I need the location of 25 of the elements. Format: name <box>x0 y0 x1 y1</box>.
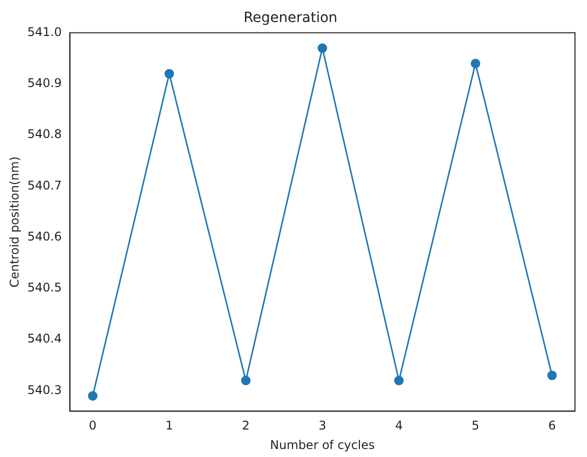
point <box>470 58 480 68</box>
point <box>164 68 174 78</box>
x-tick-label: 5 <box>472 418 480 433</box>
x-tick-label: 4 <box>395 418 403 433</box>
y-tick-label: 540.3 <box>27 382 62 397</box>
x-tick-label: 6 <box>548 418 556 433</box>
x-tick-label: 2 <box>242 418 250 433</box>
y-tick-label: 540.5 <box>27 280 62 295</box>
x-tick-label: 3 <box>318 418 326 433</box>
point <box>88 391 98 401</box>
y-tick-label: 540.6 <box>27 229 62 244</box>
x-tick-label: 1 <box>165 418 174 433</box>
y-tick-label: 540.7 <box>27 178 62 192</box>
y-tick-label: 540.4 <box>27 332 62 346</box>
point <box>547 370 557 380</box>
point <box>241 376 251 386</box>
chart-title: Regeneration <box>244 10 338 26</box>
y-tick-label: 541.0 <box>27 24 62 39</box>
x-axis-title: Number of cycles <box>270 438 375 452</box>
y-axis-title: Centroid position(nm) <box>7 156 22 288</box>
x-tick-label: 0 <box>88 418 97 433</box>
y-tick-label: 540.8 <box>27 127 62 142</box>
y-tick-label: 540.9 <box>27 76 62 90</box>
point <box>318 43 328 53</box>
point <box>394 376 404 386</box>
